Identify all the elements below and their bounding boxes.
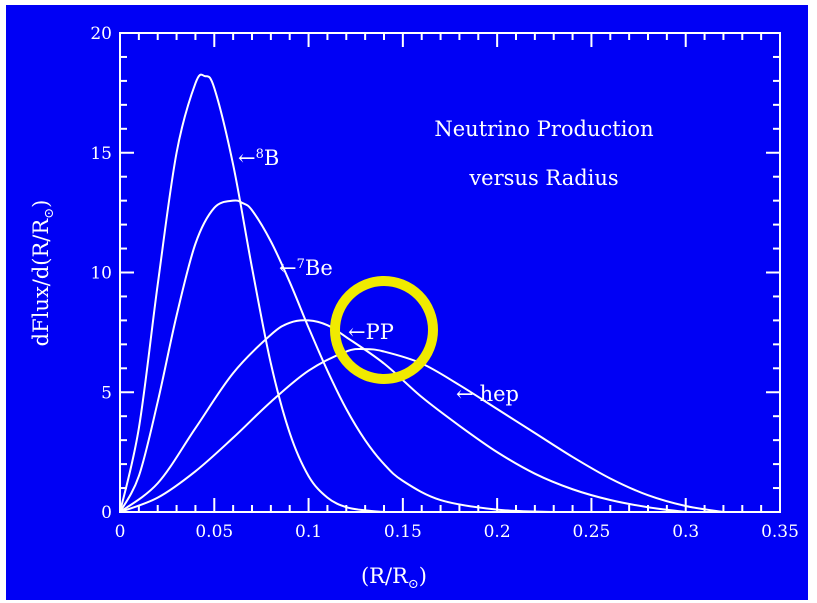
chart-figure: 0 0.05 0.1 0.15 0.2 0.25 0.3 0.35 0 5 10 15 20 Neut…: [6, 5, 808, 600]
series-line-7be: [119, 199, 554, 513]
series-line-pp: [119, 319, 686, 513]
x-tick-label: 0.3: [672, 522, 699, 542]
x-tick-labels: 0 0.05 0.1 0.15 0.2 0.25 0.3 0.35: [115, 522, 799, 542]
x-tick-label: 0.35: [761, 522, 799, 542]
series-label-hep: ← hep: [456, 382, 519, 406]
chart-title-line-1: Neutrino Production: [434, 117, 653, 141]
series-label-7be: ←7Be: [279, 256, 333, 280]
line-chart: 0 0.05 0.1 0.15 0.2 0.25 0.3 0.35 0 5 10 15 20 Neut…: [29, 24, 799, 592]
x-tick-label: 0.25: [572, 522, 610, 542]
x-tick-label: 0: [115, 522, 126, 542]
series-label-8b: ←8B: [238, 146, 279, 170]
series-curves: [119, 73, 724, 513]
x-tick-label: 0.1: [295, 522, 322, 542]
series-labels: ←8B ←7Be ←PP ← hep: [238, 146, 519, 406]
series-line-8b: [119, 73, 385, 513]
chart-title-line-2: versus Radius: [468, 166, 618, 190]
y-tick-label: 15: [90, 144, 112, 164]
x-tick-label: 0.05: [195, 522, 233, 542]
chart-title: Neutrino Production versus Radius: [434, 117, 653, 190]
axis-ticks: [119, 32, 781, 513]
y-tick-label: 10: [90, 264, 112, 284]
y-tick-label: 5: [101, 383, 112, 403]
x-tick-label: 0.15: [384, 522, 422, 542]
y-axis-title: dFlux/d(R/R⊙): [29, 200, 57, 347]
series-line-hep: [119, 347, 724, 513]
highlight-circle: [330, 275, 438, 384]
y-tick-label: 0: [101, 503, 112, 523]
y-tick-labels: 0 5 10 15 20: [90, 24, 112, 523]
x-tick-label: 0.2: [484, 522, 511, 542]
series-label-pp: ←PP: [348, 320, 394, 344]
y-tick-label: 20: [90, 24, 112, 44]
x-axis-title: (R/R⊙): [361, 564, 427, 592]
plot-frame: [119, 32, 781, 513]
